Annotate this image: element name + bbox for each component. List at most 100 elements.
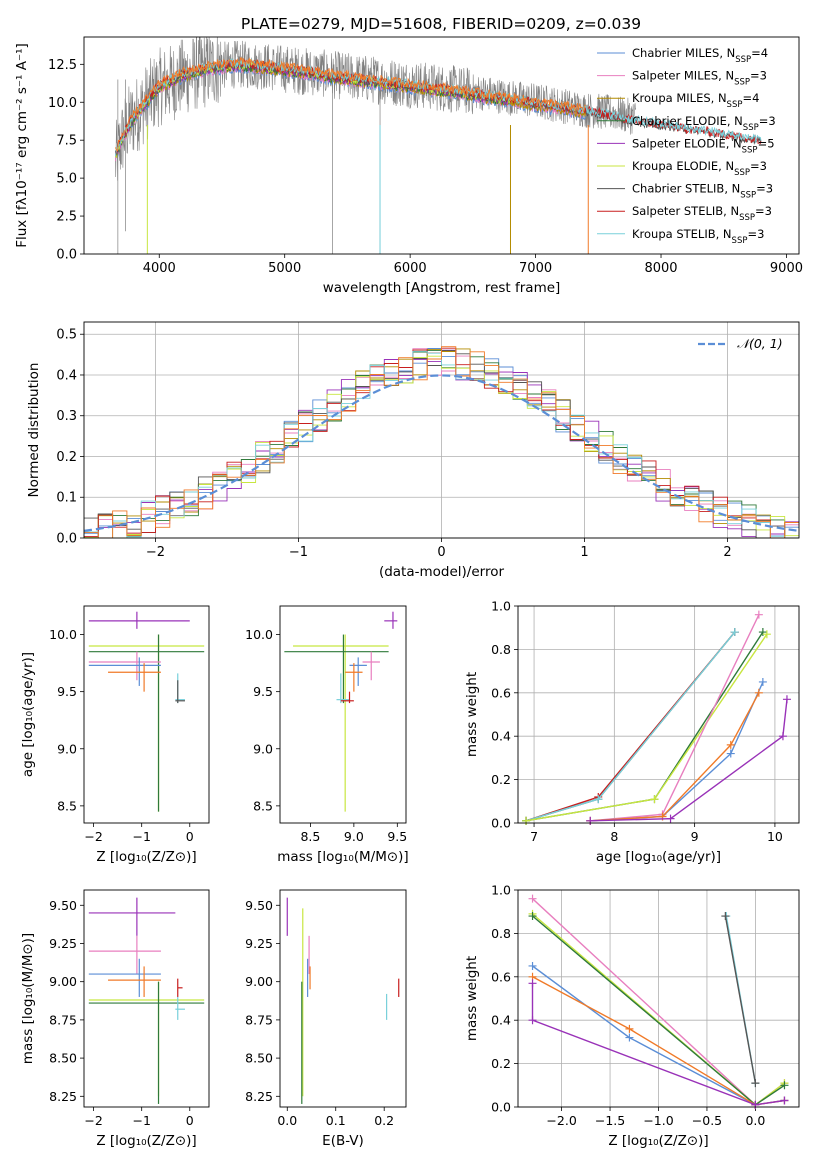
x-tick-label: −1 bbox=[132, 829, 150, 844]
y-tick-label: 9.5 bbox=[57, 684, 77, 699]
errorbar-point bbox=[345, 663, 363, 692]
weight-marker bbox=[754, 688, 763, 697]
weight-marker bbox=[778, 732, 787, 741]
weight-marker bbox=[586, 816, 595, 825]
y-tick-label: 0.6 bbox=[491, 685, 511, 700]
x-axis-label: Z [log₁₀(Z/Z⊙)] bbox=[96, 1133, 196, 1149]
errorbar-point bbox=[88, 981, 205, 1097]
x-tick-label: 0.0 bbox=[277, 1113, 297, 1128]
y-tick-label: 0.2 bbox=[491, 1056, 511, 1071]
x-tick-label: 9.5 bbox=[387, 829, 407, 844]
y-tick-label: 9.50 bbox=[49, 898, 77, 913]
weight-line bbox=[590, 614, 760, 822]
axes-frame bbox=[83, 889, 210, 1108]
errorbar-point bbox=[88, 611, 190, 629]
weight-marker bbox=[726, 749, 735, 758]
errorbar-point bbox=[88, 897, 176, 936]
weight-marker bbox=[625, 1033, 634, 1042]
weight-marker bbox=[762, 630, 771, 639]
weight-marker bbox=[751, 1100, 760, 1109]
errorbar-point bbox=[88, 981, 205, 1104]
x-axis-label: age [log₁₀(age/yr)] bbox=[596, 849, 721, 865]
y-tick-label: 0.4 bbox=[56, 368, 77, 383]
age-vs-mass-panel: 8.5 9.0 9.5 8.5 9.0 9.5 10.0 mass [log₁₀(M/M⊙)] bbox=[245, 605, 409, 865]
weight-vs-Z-panel: −2.0 −1.5 −1.0 −0.5 0.0 0.0 0.2 0.4 0.6 0.8 1.0 Z [… bbox=[464, 883, 800, 1149]
legend-entry: Salpeter STELIB, NSSP=3 bbox=[632, 204, 772, 223]
y-axis-label: Normed distribution bbox=[26, 363, 42, 498]
y-tick-label: 9.0 bbox=[253, 741, 273, 756]
age-vs-Z-panel: −2 −1 0 8.5 9.0 9.5 10.0 Z [log₁₀(Z/Z⊙)] age [lo… bbox=[20, 605, 210, 865]
x-tick-label: 9 bbox=[691, 829, 699, 844]
x-tick-label: 1 bbox=[580, 545, 588, 560]
errorbar-point bbox=[336, 673, 350, 704]
y-tick-label: 0.2 bbox=[491, 772, 511, 787]
weight-marker bbox=[528, 1016, 537, 1025]
weight-marker bbox=[528, 979, 537, 988]
x-tick-label: 0 bbox=[437, 545, 445, 560]
y-tick-label: 0.5 bbox=[56, 328, 77, 343]
figure-title: PLATE=0279, MJD=51608, FIBERID=0209, z=0… bbox=[241, 15, 641, 33]
axes-frame bbox=[83, 321, 800, 539]
weight-marker bbox=[758, 628, 767, 637]
errorbar-point bbox=[362, 651, 380, 681]
weight-marker bbox=[721, 912, 730, 921]
x-tick-label: 0.1 bbox=[326, 1113, 346, 1128]
errorbar-point bbox=[384, 611, 398, 629]
y-tick-label: 0.1 bbox=[56, 491, 77, 506]
weight-marker bbox=[666, 814, 675, 823]
x-tick-label: −2 bbox=[84, 1113, 102, 1128]
weight-marker bbox=[625, 1024, 634, 1033]
legend-entry: Kroupa STELIB, NSSP=3 bbox=[632, 227, 764, 246]
x-tick-label: 0.0 bbox=[745, 1113, 765, 1128]
x-tick-label: 8.5 bbox=[300, 829, 320, 844]
weight-series bbox=[522, 628, 739, 825]
y-tick-label: 1.0 bbox=[491, 883, 511, 898]
y-tick-label: 0.0 bbox=[491, 1100, 511, 1115]
x-tick-label: −1 bbox=[289, 545, 308, 560]
weight-marker bbox=[758, 677, 767, 686]
y-axis-label: age [log₁₀(age/yr)] bbox=[20, 652, 36, 777]
x-tick-label: 8000 bbox=[644, 261, 677, 276]
x-axis-label: E(B-V) bbox=[322, 1133, 364, 1149]
legend-entry: Chabrier STELIB, NSSP=3 bbox=[632, 182, 773, 201]
y-tick-label: 8.25 bbox=[49, 1089, 77, 1104]
errorbar-point bbox=[88, 634, 205, 812]
y-tick-label: 9.00 bbox=[49, 974, 77, 989]
weight-marker bbox=[780, 1096, 789, 1105]
y-axis-label: mass [log₁₀(M/M⊙)] bbox=[20, 933, 36, 1064]
weight-marker bbox=[782, 695, 791, 704]
axes-frame bbox=[279, 605, 407, 824]
y-tick-label: 0.2 bbox=[56, 450, 77, 465]
spectrum-legend: Chabrier MILES, NSSP=4 Salpeter MILES, NS… bbox=[597, 46, 776, 246]
y-tick-label: 8.5 bbox=[57, 798, 77, 813]
y-tick-label: 8.25 bbox=[245, 1089, 273, 1104]
y-tick-label: 7.5 bbox=[56, 134, 77, 149]
legend-entry: Kroupa ELODIE, NSSP=3 bbox=[632, 159, 767, 178]
weight-marker bbox=[650, 795, 659, 804]
y-tick-label: 9.0 bbox=[57, 741, 77, 756]
x-tick-label: 7000 bbox=[519, 261, 552, 276]
legend-entry: Salpeter MILES, NSSP=3 bbox=[632, 69, 767, 88]
axes-frame bbox=[279, 889, 407, 1108]
weight-line bbox=[525, 631, 764, 822]
y-tick-label: 0.8 bbox=[491, 642, 511, 657]
x-tick-label: 0 bbox=[186, 1113, 194, 1128]
y-tick-label: 0.0 bbox=[56, 248, 77, 263]
weight-series bbox=[522, 628, 767, 825]
y-tick-label: 10.0 bbox=[49, 627, 77, 642]
weight-series bbox=[522, 628, 739, 825]
weight-marker bbox=[780, 1081, 789, 1090]
weight-marker bbox=[522, 816, 531, 825]
errorbar-point bbox=[88, 634, 205, 812]
errorbar-point bbox=[108, 966, 161, 997]
x-axis-label: (data-model)/error bbox=[379, 564, 505, 580]
y-tick-label: 5.0 bbox=[56, 172, 77, 187]
model-spectrum-line bbox=[114, 57, 762, 157]
y-tick-label: 9.50 bbox=[245, 898, 273, 913]
legend-entry: 𝒩(0, 1) bbox=[737, 336, 783, 351]
spectrum-panel: 4000 5000 6000 7000 8000 9000 0.0 2.5 5.0 7.5 10.0… bbox=[14, 36, 803, 296]
weight-line bbox=[590, 692, 760, 822]
errorbar-point bbox=[284, 634, 389, 704]
weight-marker bbox=[726, 740, 735, 749]
y-tick-label: 2.5 bbox=[56, 210, 77, 225]
